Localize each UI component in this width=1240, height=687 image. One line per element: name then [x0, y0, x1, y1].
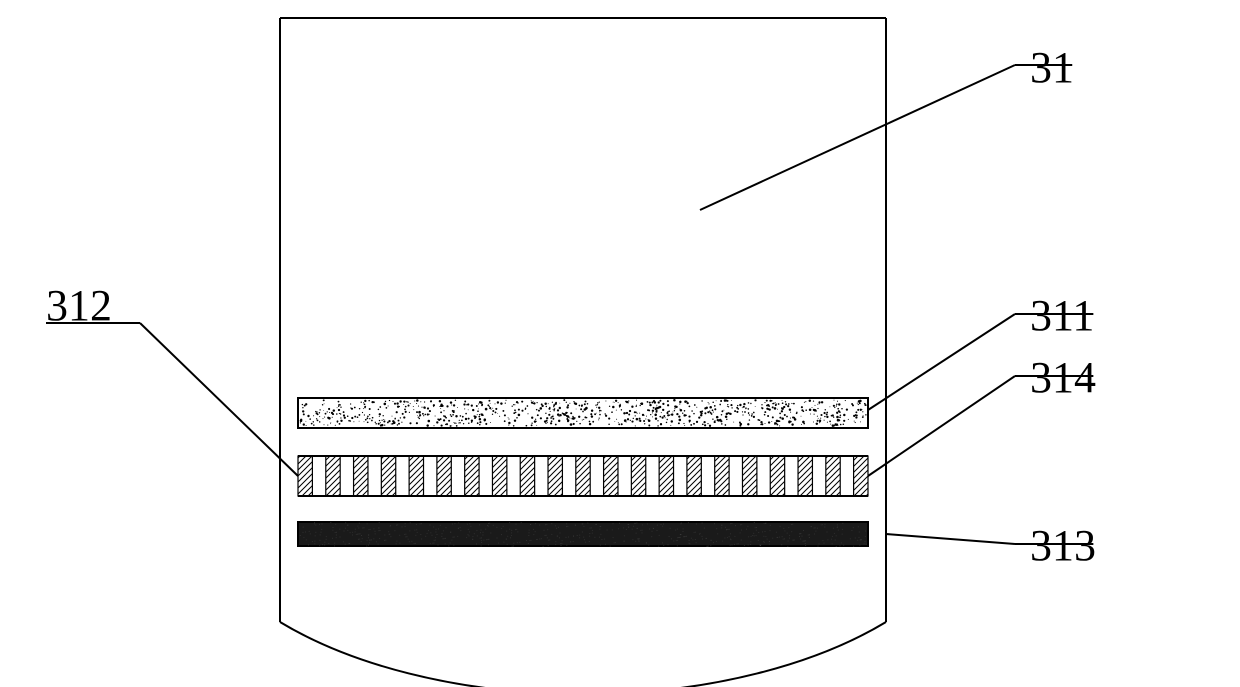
layer-314 [298, 456, 868, 496]
callout-label-314: 314 [1030, 353, 1096, 402]
callout-label-313: 313 [1030, 521, 1096, 570]
component-body [280, 18, 886, 687]
callout-label-311: 311 [1030, 291, 1094, 340]
callout-313: 313 [886, 521, 1096, 570]
callout-label-31: 31 [1030, 43, 1074, 92]
callout-group: 31 311 314 313 312 [46, 43, 1096, 570]
layer-311 [298, 398, 868, 428]
layer-313 [298, 522, 868, 547]
callout-312: 312 [46, 281, 298, 476]
cross-section-diagram: 31 311 314 313 312 [0, 0, 1240, 687]
callout-314: 314 [868, 353, 1096, 476]
